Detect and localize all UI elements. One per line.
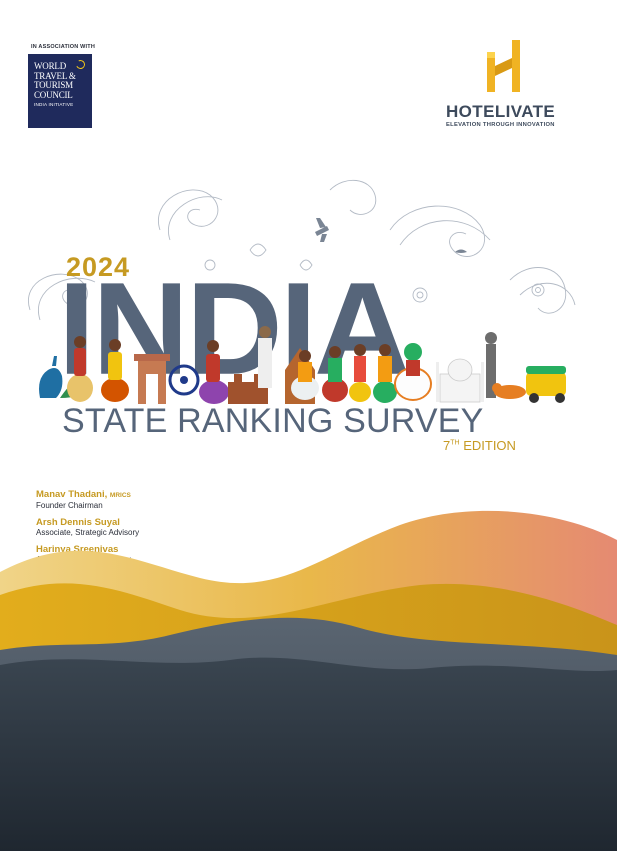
edition-label: 7TH EDITION: [443, 438, 516, 453]
survey-year: 2024: [66, 252, 131, 282]
author-name: Manav Thadani,: [36, 489, 108, 500]
author-entry: Manav Thadani, MRICS Founder Chairman: [36, 489, 139, 511]
decorative-waves: [0, 510, 617, 851]
author-role: Associate, Strategic Advisory: [36, 528, 140, 537]
wttc-line: TRAVEL &: [34, 70, 76, 81]
decorative-swirls: [27, 179, 576, 321]
survey-title: STATE RANKING SURVEY: [62, 402, 484, 440]
edition-ordinal: TH: [450, 439, 460, 447]
brand-tagline: ELEVATION THROUGH INNOVATION: [446, 122, 555, 128]
wttc-line: WORLD: [34, 61, 66, 71]
author-name: Harinya Sreenivas: [36, 544, 119, 555]
brand-name: HOTELIVATE: [446, 102, 556, 121]
cultural-illustration: [39, 326, 566, 404]
author-credential: MRICS: [109, 492, 131, 499]
author-name-line: Manav Thadani, MRICS: [36, 489, 139, 501]
wttc-logo: WORLD TRAVEL & TOURISM COUNCIL INDIA INI…: [28, 54, 92, 128]
edition-number: 7: [443, 438, 451, 453]
hotelivate-logo-icon: [487, 40, 520, 92]
edition-word: EDITION: [463, 438, 516, 453]
author-entry: Arsh Dennis Suyal Associate, Strategic A…: [36, 517, 139, 538]
wttc-line: COUNCIL: [34, 89, 73, 100]
author-name: Arsh Dennis Suyal: [36, 517, 120, 528]
author-role: Founder Chairman: [36, 501, 103, 510]
wttc-subtitle: INDIA INITIATIVE: [34, 102, 74, 107]
wttc-line: TOURISM: [34, 80, 73, 90]
association-label: IN ASSOCIATION WITH: [31, 44, 95, 50]
